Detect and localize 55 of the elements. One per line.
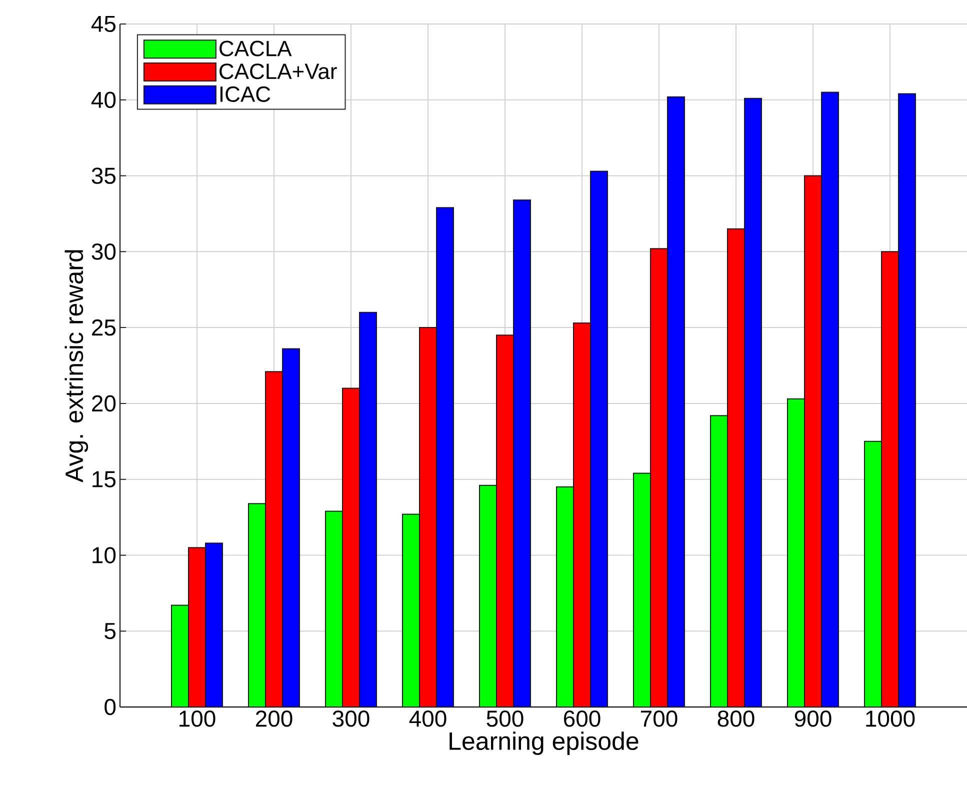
x-tick-label: 400	[409, 710, 446, 727]
x-tick-label: 500	[486, 710, 524, 727]
y-tick-label: 40	[91, 92, 116, 108]
bar	[342, 388, 360, 707]
bar	[667, 96, 686, 707]
bar	[248, 503, 266, 707]
y-tick-label: 30	[92, 244, 116, 260]
bar	[282, 348, 300, 707]
bar	[513, 200, 532, 707]
bar	[590, 170, 608, 707]
bar	[650, 248, 668, 707]
bar	[419, 327, 438, 707]
y-tick-label: 5	[104, 623, 116, 640]
y-tick-label: 45	[91, 16, 116, 32]
x-tick-label: 600	[564, 710, 600, 727]
bar	[205, 542, 224, 707]
bar	[710, 415, 728, 707]
bar	[402, 514, 420, 707]
y-tick-label: 15	[92, 471, 116, 488]
x-tick-label: 100	[180, 710, 216, 727]
bar	[727, 228, 746, 707]
bar	[804, 175, 822, 707]
y-axis-title: Avg. extrinsic reward	[64, 250, 88, 482]
y-tick-label: 0	[104, 698, 116, 716]
bar	[436, 207, 454, 707]
legend-label: ICAC	[220, 86, 270, 102]
bar	[881, 251, 900, 707]
x-tick-label: 300	[332, 710, 370, 727]
x-tick-label: 700	[640, 710, 678, 727]
legend-label: CACLA+Var	[220, 64, 337, 80]
y-tick-label: 25	[92, 319, 116, 336]
bar	[864, 440, 882, 707]
bar	[188, 547, 206, 707]
bar	[359, 312, 378, 707]
x-tick-label: 900	[794, 710, 832, 727]
bar	[496, 334, 514, 707]
y-tick-label: 10	[92, 547, 116, 564]
y-tick-label: 20	[92, 395, 116, 412]
x-tick-label: 200	[256, 710, 292, 727]
bar	[633, 472, 652, 707]
bar	[265, 371, 284, 707]
bar	[479, 484, 498, 707]
x-axis-title: Learning episode	[450, 732, 638, 755]
bar	[325, 510, 344, 707]
y-tick-label: 35	[92, 168, 116, 184]
bar	[573, 322, 592, 707]
bar	[821, 92, 840, 707]
x-tick-label: 800	[718, 710, 754, 727]
bar	[898, 93, 916, 707]
bar	[787, 398, 806, 707]
bar	[171, 604, 189, 707]
legend-label: CACLA	[220, 40, 292, 56]
bar	[556, 486, 574, 707]
x-tick-label: 1000	[866, 710, 915, 727]
bar	[744, 98, 762, 707]
